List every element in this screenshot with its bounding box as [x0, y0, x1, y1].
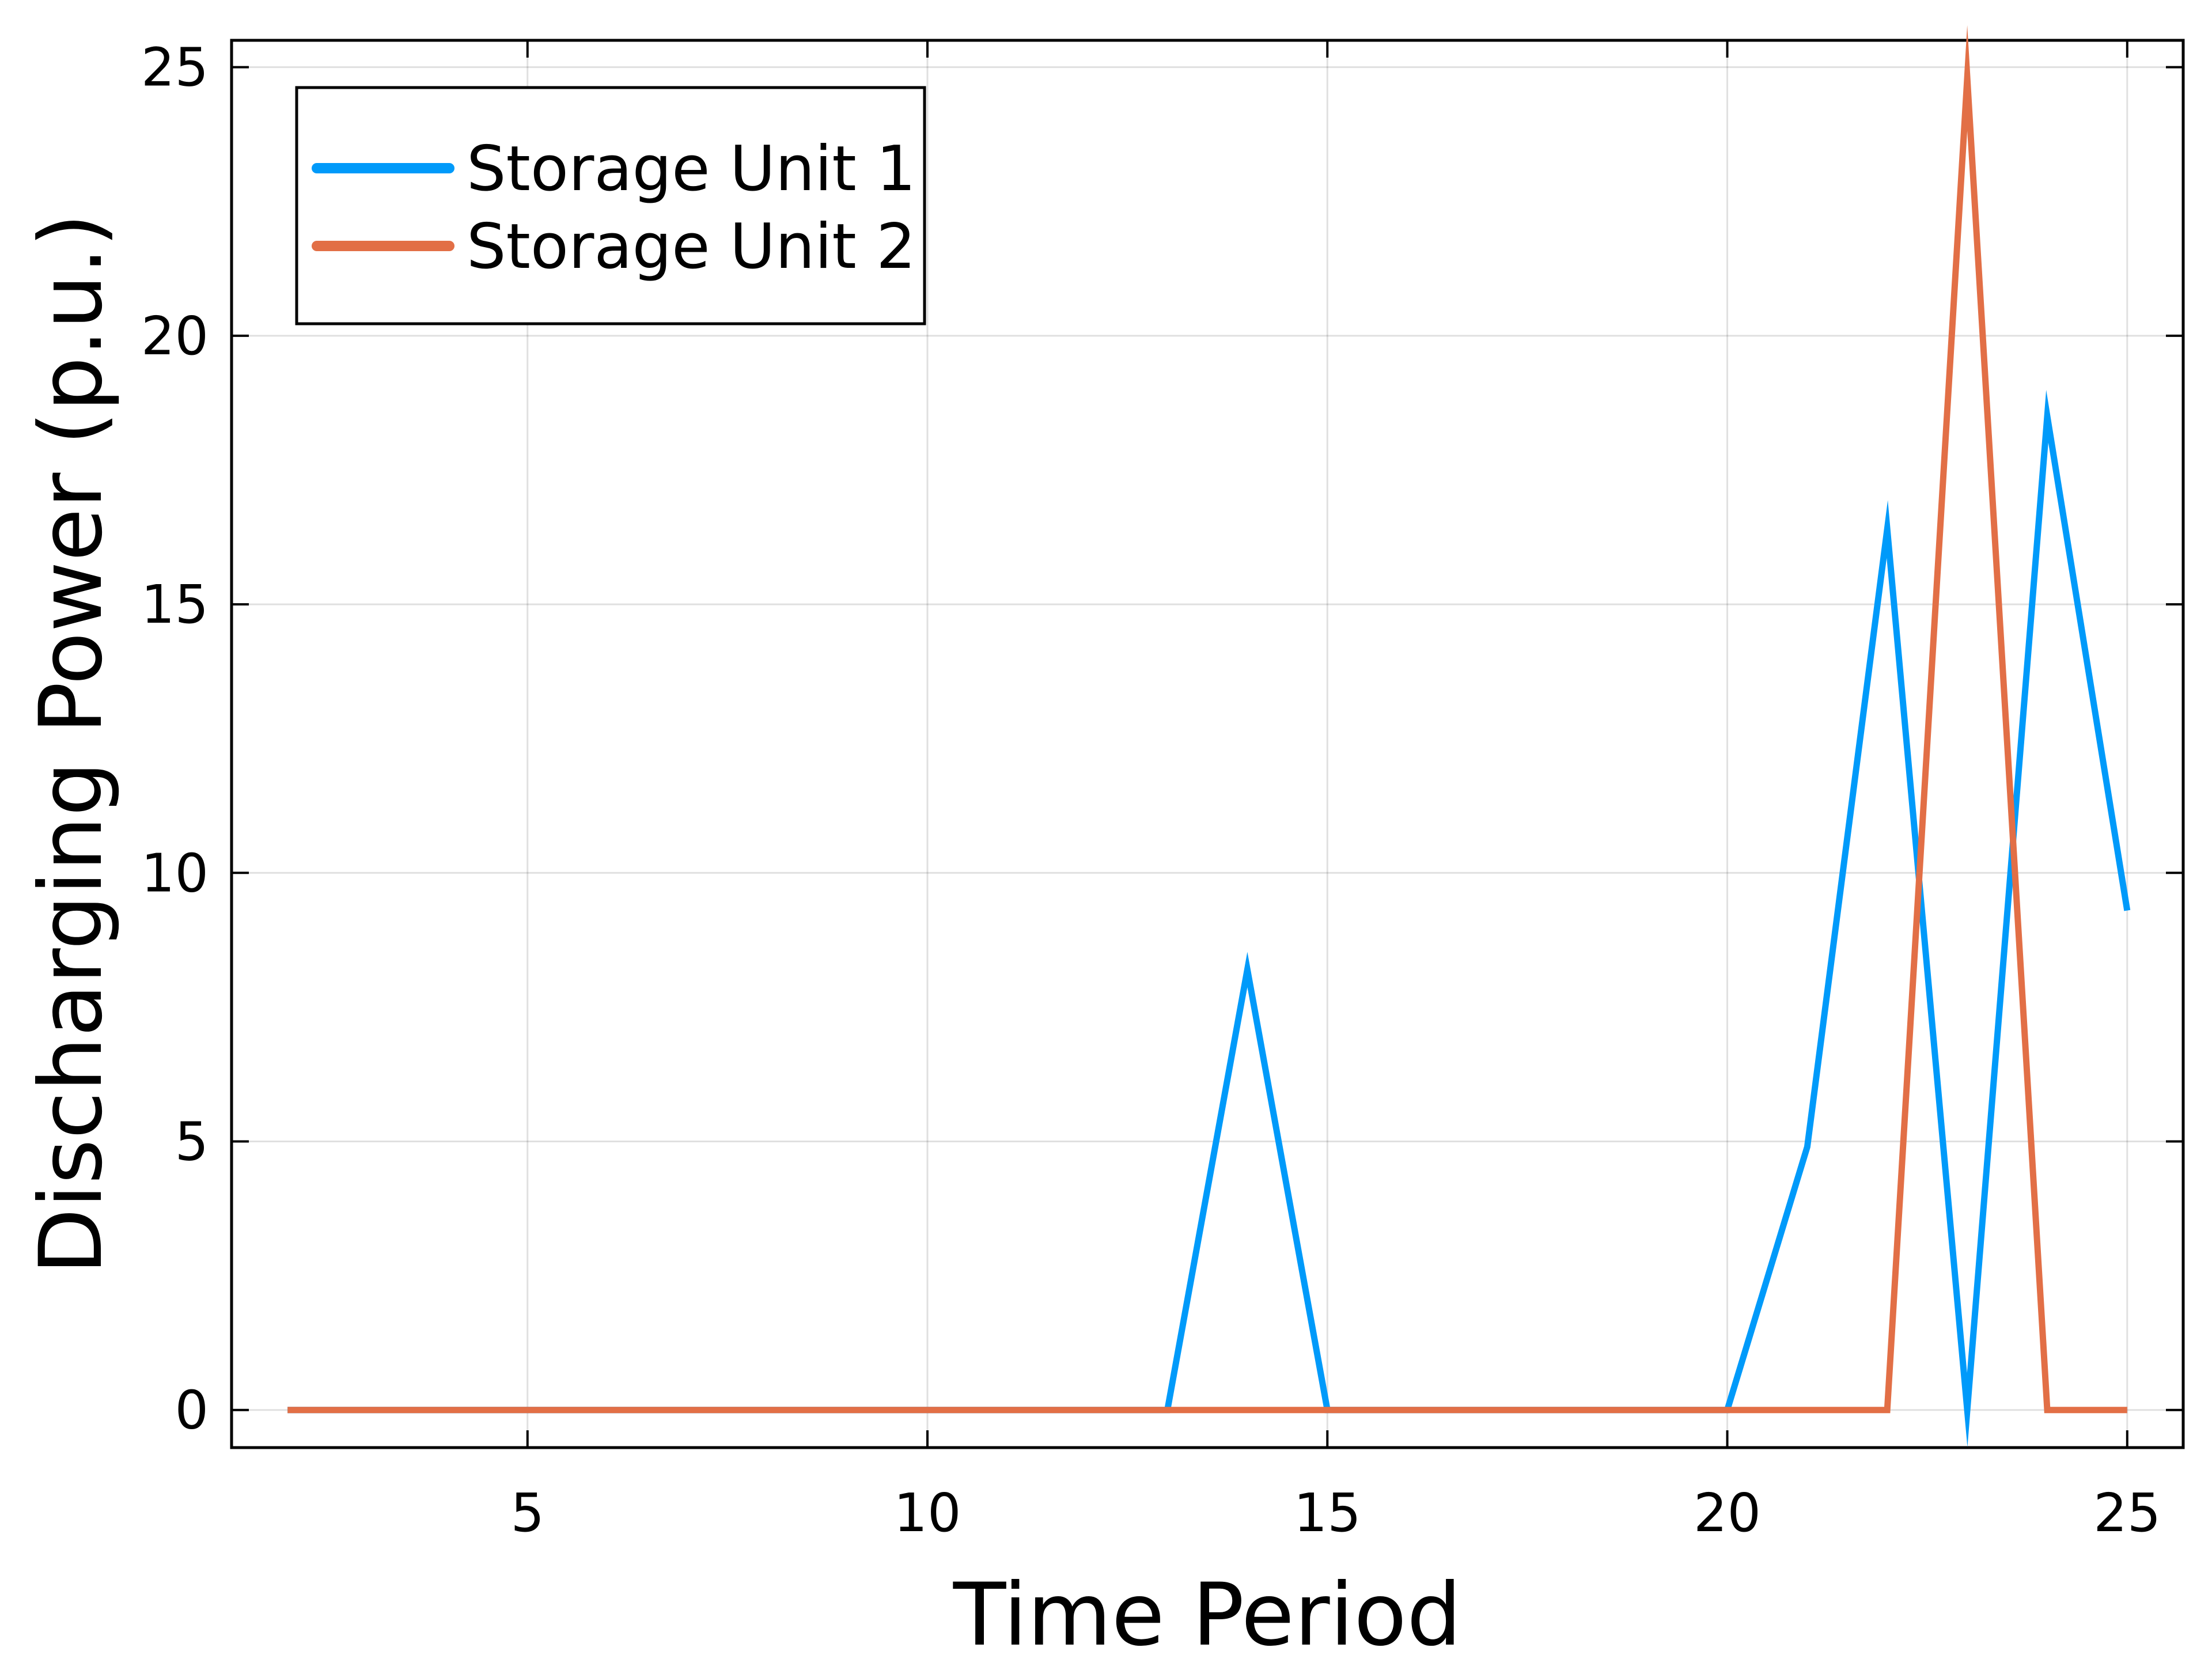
y-tick-label: 25 — [141, 37, 209, 99]
plot-frame — [230, 39, 2185, 1449]
series-line-1 — [287, 389, 2131, 1448]
axis-ticks: 5 10 15 20 25 0 5 10 15 20 25 — [141, 37, 2183, 1544]
x-tick-label: 25 — [2093, 1482, 2161, 1544]
legend-label-1: Storage Unit 1 — [467, 133, 916, 205]
x-tick-label: 10 — [893, 1482, 961, 1544]
x-tick-label: 5 — [510, 1482, 544, 1544]
series-lines — [287, 25, 2131, 1448]
x-axis-title: Time Period — [953, 1565, 1462, 1659]
y-tick-label: 5 — [175, 1111, 209, 1173]
x-tick-label: 15 — [1294, 1482, 1361, 1544]
y-tick-label: 10 — [141, 842, 209, 904]
y-axis-title: Discharging Power (p.u.) — [21, 213, 122, 1275]
y-tick-label: 0 — [175, 1380, 209, 1441]
legend-box — [295, 86, 926, 325]
series-line-2 — [287, 25, 2127, 1414]
y-tick-label: 15 — [141, 574, 209, 635]
legend-label-2: Storage Unit 2 — [467, 211, 916, 283]
x-tick-label: 20 — [1694, 1482, 1761, 1544]
y-tick-label: 20 — [141, 305, 209, 367]
